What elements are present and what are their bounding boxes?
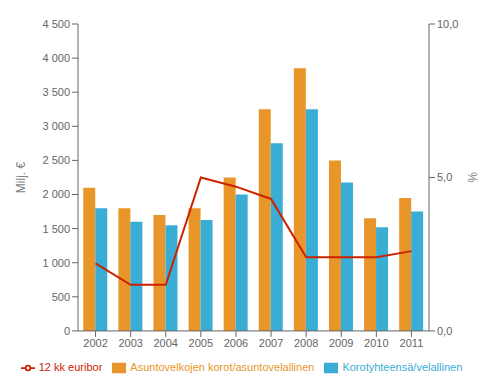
svg-text:3 000: 3 000: [42, 120, 70, 132]
html-text:12 kk euribor: 12 kk euribor: [38, 360, 103, 373]
svg-text:2 500: 2 500: [42, 154, 70, 166]
svg-text:Milj. €: Milj. €: [14, 161, 28, 193]
svg-text:0: 0: [64, 325, 70, 337]
svg-text:2007: 2007: [259, 337, 283, 349]
svg-text:2009: 2009: [329, 337, 353, 349]
svg-text:2006: 2006: [224, 337, 248, 349]
svg-text:2004: 2004: [154, 337, 178, 349]
svg-text:2002: 2002: [83, 337, 107, 349]
svg-text:2 000: 2 000: [42, 188, 70, 200]
svg-text:2010: 2010: [364, 337, 388, 349]
svg-text:500: 500: [52, 291, 70, 303]
svg-text:1 500: 1 500: [42, 223, 70, 235]
svg-text:3 500: 3 500: [42, 86, 70, 98]
svg-text:5,0: 5,0: [437, 171, 452, 183]
svg-text:2005: 2005: [189, 337, 213, 349]
svg-text:%: %: [465, 172, 479, 183]
svg-text:2011: 2011: [400, 337, 424, 349]
html-text:Korotyhteensä/velallinen: Korotyhteensä/velallinen: [342, 360, 463, 373]
svg-text:4 000: 4 000: [42, 52, 70, 64]
svg-text:2008: 2008: [294, 337, 318, 349]
svg-text:10,0: 10,0: [437, 18, 458, 30]
svg-text:4 500: 4 500: [42, 18, 70, 30]
svg-text:1 000: 1 000: [42, 257, 70, 269]
html-text:Asuntovelkojen korot/asuntovel: Asuntovelkojen korot/asuntovelallinen: [130, 360, 315, 373]
svg-text:2003: 2003: [118, 337, 142, 349]
svg-text:0,0: 0,0: [437, 325, 452, 337]
